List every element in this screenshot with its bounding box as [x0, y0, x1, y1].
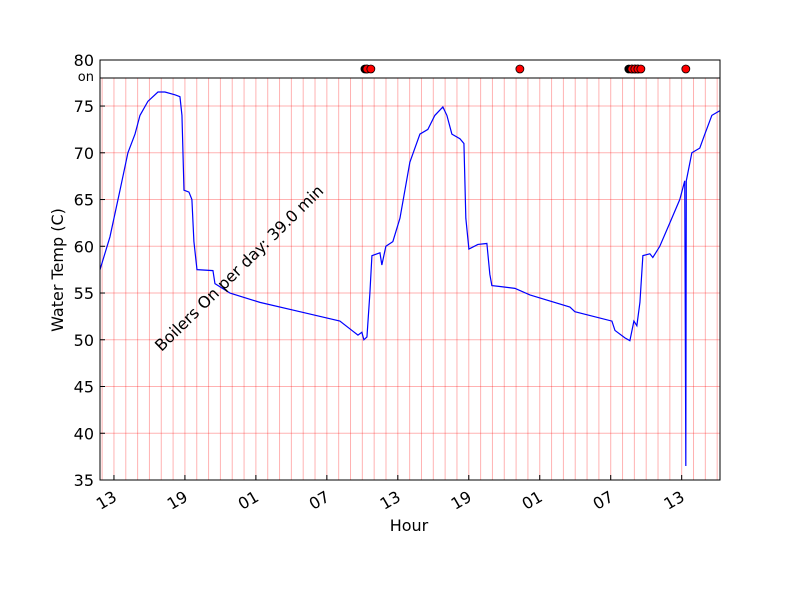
y-tick-label: 50 [74, 331, 94, 350]
events-y-label: on [78, 70, 94, 85]
y-tick-label: 40 [74, 424, 94, 443]
x-tick-label: 13 [377, 487, 404, 514]
y-tick-label: 75 [74, 97, 94, 116]
y-tick-label: 70 [74, 144, 94, 163]
y-tick-label: 55 [74, 284, 94, 303]
y-tick-label: 35 [74, 471, 94, 490]
event-dot [515, 64, 525, 74]
x-tick-label: 19 [164, 487, 191, 514]
event-dot [636, 64, 646, 74]
annotation: Boilers On per day: 39.0 min [151, 181, 327, 355]
events-frame [99, 59, 721, 79]
x-tick-label: 07 [306, 487, 333, 514]
y-axis-label: Water Temp (C) [48, 208, 67, 332]
x-tick-label: 07 [590, 487, 617, 514]
x-axis-label: Hour [390, 516, 429, 535]
x-tick-label: 19 [448, 487, 475, 514]
event-dot [681, 64, 691, 74]
x-tick-label: 01 [235, 487, 262, 514]
events-y-label: 80 [74, 51, 94, 70]
y-tick-label: 45 [74, 378, 94, 397]
event-dot [366, 64, 376, 74]
y-tick-label: 60 [74, 237, 94, 256]
y-tick-label: 65 [74, 191, 94, 210]
x-tick-label: 01 [519, 487, 546, 514]
line-series [99, 91, 721, 466]
x-tick-label: 13 [661, 487, 688, 514]
x-tick-label: 13 [93, 487, 120, 514]
